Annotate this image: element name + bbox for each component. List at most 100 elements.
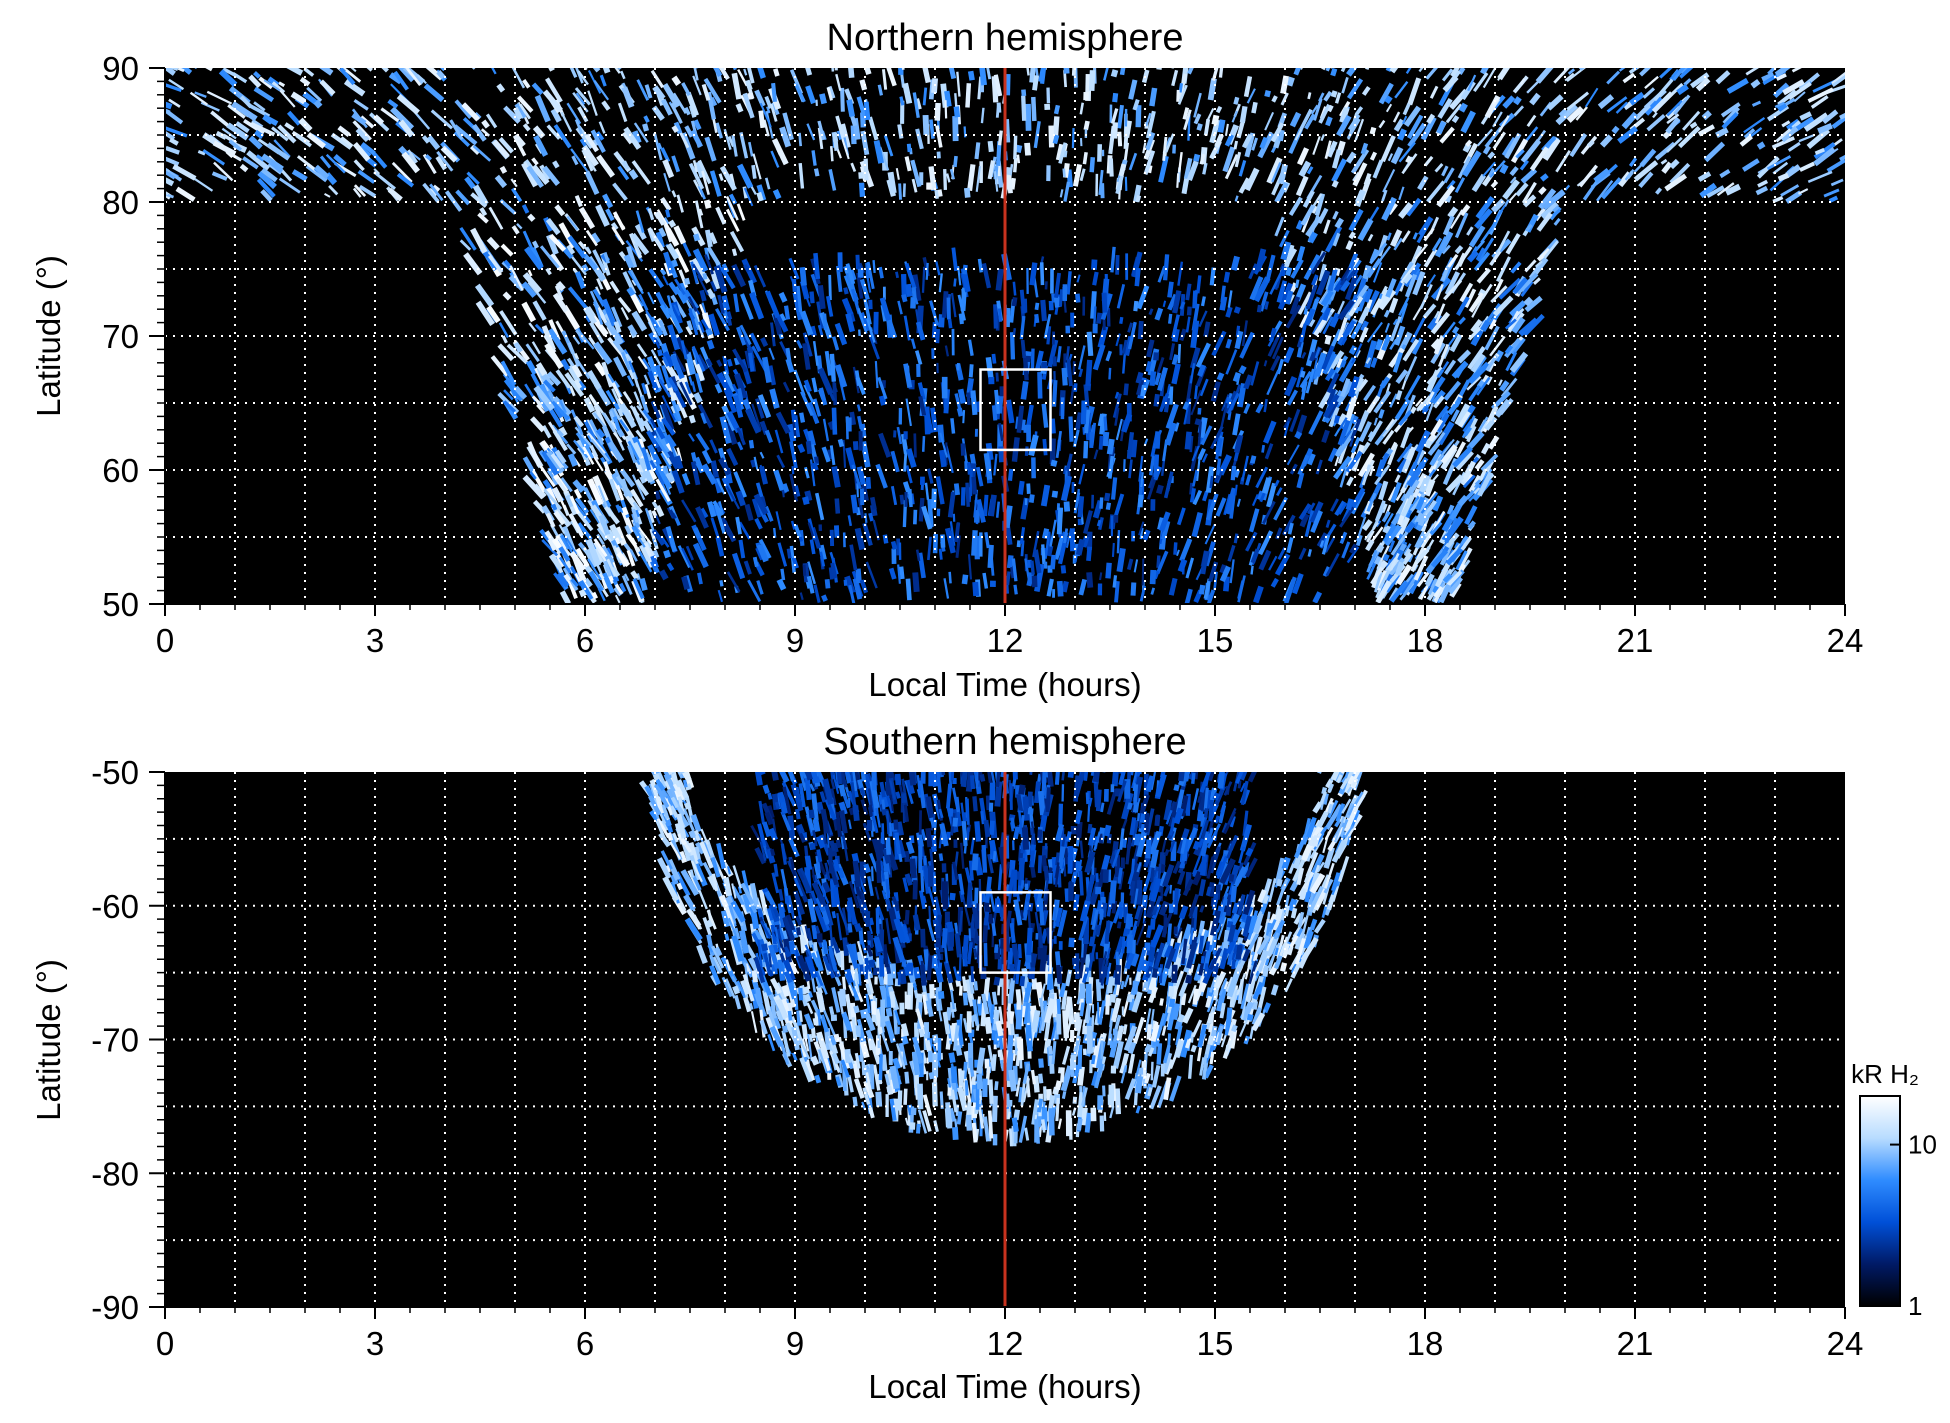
emission-stroke — [1470, 353, 1486, 373]
emission-stroke — [668, 386, 678, 402]
emission-stroke — [1725, 183, 1741, 196]
emission-stroke — [1026, 483, 1031, 494]
emission-stroke — [925, 262, 929, 280]
emission-stroke — [1192, 290, 1198, 309]
emission-stroke — [1256, 304, 1262, 313]
emission-stroke — [1351, 343, 1363, 364]
emission-stroke — [987, 140, 994, 153]
emission-stroke — [960, 287, 967, 312]
emission-stroke — [724, 933, 730, 942]
emission-stroke — [1410, 317, 1426, 344]
emission-stroke — [1261, 477, 1272, 495]
emission-stroke — [1520, 280, 1534, 297]
emission-stroke — [1399, 302, 1409, 324]
emission-stroke — [879, 984, 890, 1009]
emission-stroke — [1010, 177, 1016, 190]
emission-stroke — [950, 1023, 958, 1042]
emission-stroke — [1615, 101, 1628, 114]
emission-stroke — [213, 161, 234, 182]
emission-stroke — [1296, 245, 1306, 262]
x-tick-label: 21 — [1617, 622, 1654, 659]
emission-stroke — [799, 592, 804, 601]
emission-stroke — [1127, 321, 1137, 350]
emission-stroke — [1028, 434, 1039, 457]
emission-stroke — [684, 381, 692, 395]
emission-stroke — [607, 440, 625, 463]
emission-stroke — [705, 288, 716, 300]
emission-stroke — [1412, 495, 1419, 506]
emission-stroke — [903, 363, 913, 388]
emission-stroke — [1831, 71, 1845, 86]
emission-stroke — [842, 439, 847, 468]
emission-stroke — [696, 353, 709, 371]
emission-stroke — [1601, 177, 1622, 200]
emission-stroke — [1633, 159, 1648, 173]
emission-stroke — [532, 240, 539, 249]
emission-stroke — [470, 227, 488, 254]
emission-stroke — [938, 449, 947, 468]
emission-stroke — [616, 551, 631, 567]
emission-stroke — [481, 119, 490, 129]
emission-stroke — [436, 150, 454, 172]
emission-stroke — [535, 362, 548, 376]
emission-stroke — [1340, 68, 1346, 73]
emission-stroke — [706, 246, 721, 266]
emission-stroke — [906, 143, 912, 153]
emission-stroke — [1679, 68, 1694, 79]
emission-stroke — [783, 305, 791, 320]
emission-stroke — [548, 233, 567, 252]
emission-stroke — [552, 160, 560, 169]
emission-stroke — [491, 68, 497, 75]
emission-stroke — [1241, 320, 1248, 347]
emission-stroke — [1446, 504, 1455, 515]
emission-stroke — [1438, 583, 1452, 604]
emission-stroke — [634, 509, 641, 518]
emission-stroke — [683, 894, 697, 911]
emission-stroke — [558, 524, 566, 534]
emission-stroke — [1281, 856, 1291, 870]
emission-stroke — [593, 79, 610, 101]
emission-stroke — [271, 81, 286, 94]
emission-stroke — [656, 772, 660, 774]
emission-stroke — [1268, 878, 1277, 903]
emission-stroke — [1454, 177, 1466, 193]
emission-stroke — [1084, 409, 1091, 434]
emission-stroke — [1799, 161, 1816, 172]
emission-stroke — [1008, 978, 1016, 1004]
emission-stroke — [1115, 418, 1123, 441]
emission-stroke — [1061, 367, 1068, 386]
emission-stroke — [1400, 261, 1414, 281]
emission-stroke — [752, 153, 762, 180]
emission-stroke — [1016, 405, 1025, 434]
emission-stroke — [1666, 99, 1683, 117]
emission-stroke — [1055, 143, 1065, 161]
emission-stroke — [1331, 772, 1340, 781]
emission-stroke — [1564, 72, 1575, 82]
emission-stroke — [1299, 370, 1313, 389]
emission-stroke — [1133, 300, 1139, 312]
emission-stroke — [1169, 343, 1175, 361]
emission-stroke — [613, 468, 621, 478]
emission-stroke — [862, 1008, 876, 1032]
emission-stroke — [559, 590, 572, 604]
emission-stroke — [1096, 519, 1102, 527]
emission-stroke — [1578, 68, 1585, 71]
emission-stroke — [1276, 487, 1283, 497]
emission-stroke — [1239, 105, 1248, 123]
emission-stroke — [626, 245, 638, 269]
emission-stroke — [1203, 321, 1211, 337]
emission-stroke — [1566, 91, 1590, 111]
emission-stroke — [1108, 455, 1115, 479]
emission-stroke — [681, 82, 691, 97]
emission-stroke — [948, 68, 957, 80]
emission-stroke — [1382, 553, 1390, 562]
emission-stroke — [296, 155, 317, 172]
emission-stroke — [850, 494, 859, 514]
emission-stroke — [966, 392, 971, 405]
emission-stroke — [595, 428, 606, 439]
emission-stroke — [1062, 168, 1066, 178]
emission-stroke — [1163, 471, 1174, 499]
emission-stroke — [1440, 444, 1458, 465]
emission-stroke — [598, 121, 606, 134]
emission-stroke — [560, 111, 573, 133]
